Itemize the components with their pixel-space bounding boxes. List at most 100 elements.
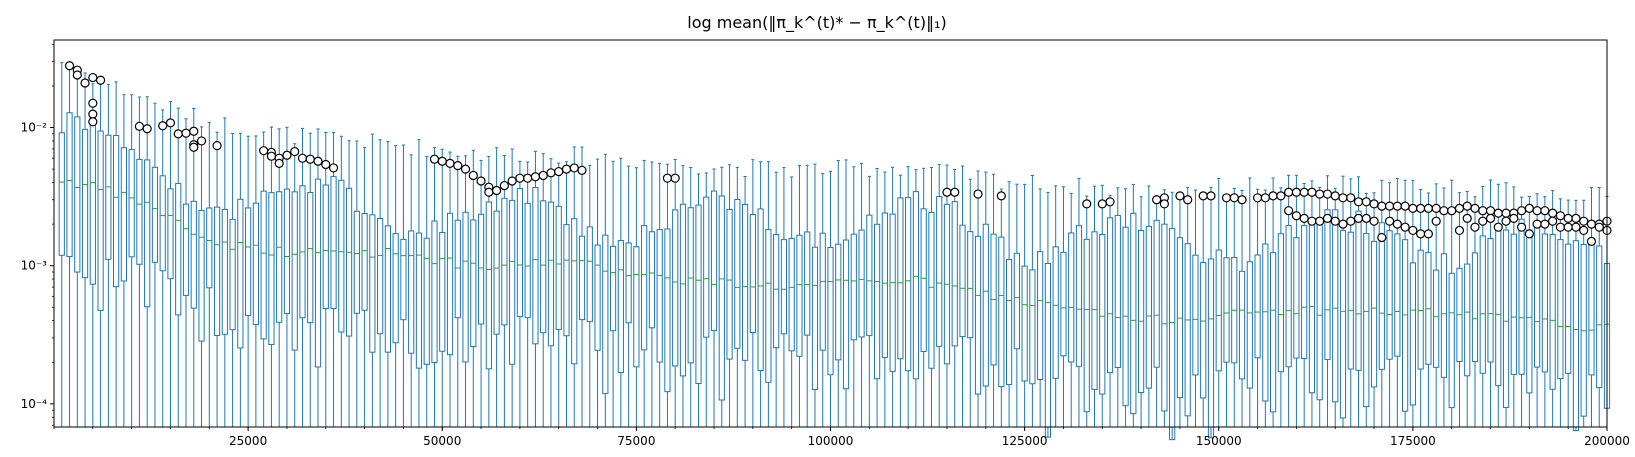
box-body <box>322 184 329 310</box>
box <box>1044 191 1052 438</box>
outlier-point <box>1353 197 1364 207</box>
box <box>602 153 609 427</box>
box <box>1363 192 1370 427</box>
box <box>617 157 624 427</box>
outlier-point <box>1369 216 1379 226</box>
box <box>1464 190 1471 427</box>
outlier-point <box>1105 197 1115 207</box>
box-body <box>819 232 826 351</box>
y-axis: 10⁻⁴ 10⁻³ 10⁻² <box>21 43 54 426</box>
box <box>1029 175 1036 427</box>
box <box>1052 185 1059 427</box>
outlier-point <box>1470 203 1480 213</box>
box-body <box>1044 262 1052 438</box>
box-body <box>1464 263 1471 377</box>
box-body <box>501 197 508 326</box>
box <box>245 135 252 427</box>
box-body <box>1588 244 1595 376</box>
box-body <box>252 202 259 326</box>
box-body <box>361 213 368 311</box>
box <box>462 155 469 427</box>
box <box>353 140 360 427</box>
box-body <box>408 230 415 354</box>
x-tick-label: 200000 <box>1584 434 1630 448</box>
box-body <box>1207 258 1215 439</box>
outlier-point <box>1571 213 1581 223</box>
outlier-point <box>484 187 494 197</box>
box <box>1580 199 1587 427</box>
outlier-point <box>1392 201 1402 211</box>
outlier-point <box>266 151 277 161</box>
box-body <box>369 214 376 353</box>
box <box>819 173 826 427</box>
outlier-point <box>437 156 447 166</box>
box-body <box>998 236 1005 388</box>
outlier-point <box>1532 219 1542 229</box>
box <box>749 159 756 427</box>
box <box>951 168 958 427</box>
box <box>260 131 267 427</box>
box-body <box>967 231 974 339</box>
box <box>1541 196 1548 427</box>
box <box>897 174 904 427</box>
box-body <box>594 244 601 351</box>
outlier-point <box>1501 208 1511 218</box>
outlier-point <box>165 118 176 128</box>
box <box>974 170 982 427</box>
outlier-point <box>1447 206 1457 216</box>
box-body <box>245 207 252 317</box>
box <box>1277 187 1284 427</box>
box-body <box>773 233 780 349</box>
box-body <box>1184 243 1191 417</box>
box-body <box>1021 265 1028 382</box>
outlier-point <box>72 70 82 80</box>
box-body <box>827 246 834 376</box>
box <box>835 160 842 427</box>
box <box>454 155 461 427</box>
box <box>1130 183 1137 427</box>
outlier-point <box>1416 229 1426 239</box>
box-body <box>1052 246 1059 379</box>
box <box>493 147 500 427</box>
box-body <box>1355 210 1362 371</box>
outlier-point <box>1198 191 1208 201</box>
box <box>1138 196 1145 427</box>
outlier-point <box>476 176 486 186</box>
outlier-point <box>88 98 98 108</box>
outlier-point <box>274 158 284 168</box>
box <box>1549 190 1556 427</box>
outlier-point <box>1377 201 1387 211</box>
box <box>400 144 407 427</box>
box-body <box>89 111 96 285</box>
box <box>1355 176 1362 427</box>
outlier-point <box>1524 203 1534 213</box>
box-body <box>609 245 617 332</box>
outlier-point <box>445 158 455 168</box>
box <box>571 146 578 427</box>
box-body <box>1502 229 1510 408</box>
outlier-point <box>88 72 98 83</box>
box <box>1270 177 1277 427</box>
outlier-point <box>88 109 98 119</box>
outlier-point <box>1548 216 1558 226</box>
box-body <box>291 191 298 351</box>
outlier-point <box>1462 201 1472 211</box>
box <box>314 128 322 427</box>
outlier-point <box>1284 206 1294 216</box>
box-body <box>858 229 865 338</box>
box-body <box>1037 251 1044 380</box>
outlier-point <box>538 170 548 181</box>
box <box>687 166 694 427</box>
box-body <box>842 239 850 390</box>
box-body <box>1324 209 1331 360</box>
x-tick-label: 50000 <box>423 434 461 448</box>
outlier-point <box>259 146 269 156</box>
box <box>563 161 570 427</box>
box-body <box>796 234 803 357</box>
box <box>1433 183 1440 427</box>
box-body <box>1013 252 1020 350</box>
box-body <box>718 195 725 401</box>
outlier-point <box>1384 216 1395 226</box>
box-body <box>1378 222 1385 370</box>
box-body <box>1409 262 1416 406</box>
